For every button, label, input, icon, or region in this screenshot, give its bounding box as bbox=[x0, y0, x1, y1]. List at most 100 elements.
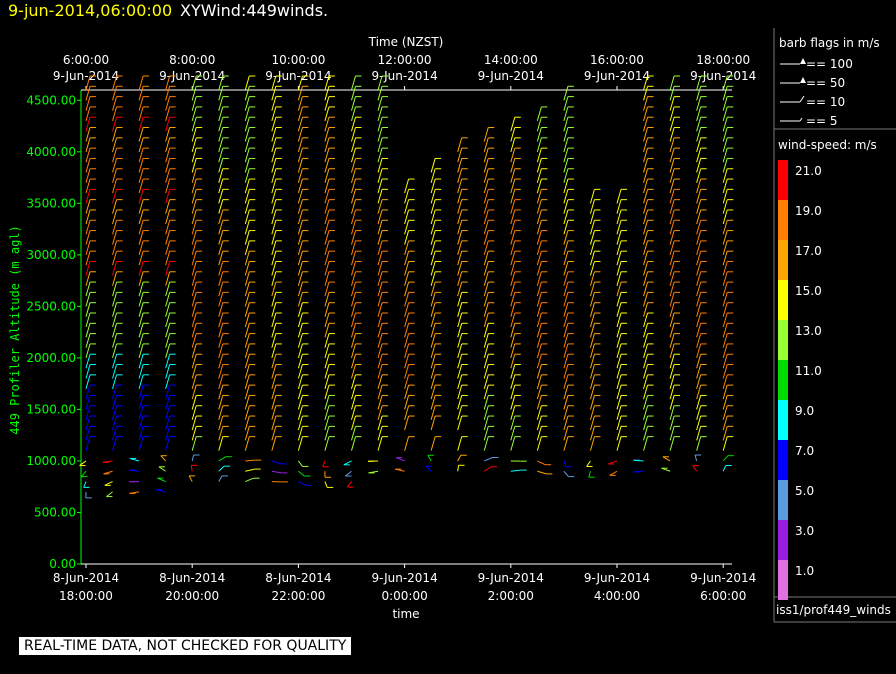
wind-barb bbox=[616, 436, 627, 451]
wind-barb bbox=[165, 260, 176, 276]
wind-barb bbox=[85, 312, 96, 328]
barb-shaft bbox=[404, 415, 410, 431]
barb-shaft bbox=[404, 405, 410, 420]
wind-barb bbox=[696, 353, 707, 369]
wind-barb bbox=[483, 178, 495, 194]
barb-shaft bbox=[457, 199, 463, 214]
barb-shaft bbox=[457, 281, 463, 297]
barb-shaft bbox=[218, 117, 224, 132]
barb-shaft bbox=[669, 292, 675, 307]
barb-shaft bbox=[722, 465, 727, 472]
barb-shaft bbox=[112, 302, 118, 317]
wind-barb bbox=[191, 454, 200, 462]
wind-barb bbox=[377, 291, 389, 307]
wind-barb bbox=[536, 384, 548, 400]
barb-shaft bbox=[297, 460, 303, 467]
barb-shaft bbox=[297, 209, 303, 225]
wind-barb bbox=[589, 199, 601, 214]
wind-barb bbox=[191, 271, 203, 286]
barb-shaft bbox=[669, 354, 675, 369]
wind-barb bbox=[483, 281, 495, 297]
y-tick-label: 3500.00 bbox=[26, 196, 76, 210]
barb-shaft bbox=[218, 415, 224, 431]
wind-barb bbox=[112, 75, 123, 91]
barb-shaft bbox=[404, 189, 410, 204]
barb-shaft bbox=[218, 426, 224, 441]
barb-shaft bbox=[483, 230, 489, 245]
barb-shaft bbox=[165, 189, 171, 204]
wind-barb bbox=[537, 470, 553, 475]
wind-barb bbox=[483, 312, 495, 328]
wind-barb bbox=[112, 394, 123, 410]
wind-barb bbox=[510, 147, 521, 163]
wind-barb bbox=[484, 457, 499, 462]
wind-barb bbox=[616, 405, 627, 420]
wind-barb bbox=[324, 312, 335, 328]
barb-shaft bbox=[616, 199, 622, 214]
barb-shaft bbox=[616, 312, 622, 328]
barb-shaft bbox=[191, 86, 197, 101]
barb-shaft bbox=[218, 323, 224, 338]
barb-shaft bbox=[112, 271, 118, 286]
barb-shaft bbox=[457, 251, 463, 266]
wind-barb bbox=[191, 178, 203, 194]
barb-shaft bbox=[536, 178, 542, 194]
barb-shaft bbox=[377, 189, 383, 204]
barb-shaft bbox=[271, 178, 277, 194]
wind-barb bbox=[271, 137, 282, 152]
barb-shaft bbox=[85, 86, 91, 101]
wind-barb bbox=[669, 271, 681, 286]
wind-barb bbox=[643, 291, 654, 307]
wind-barb bbox=[483, 374, 495, 389]
barb-shaft bbox=[643, 405, 649, 420]
barb-shaft bbox=[616, 302, 622, 317]
barb-shaft bbox=[218, 178, 224, 194]
wind-barb bbox=[510, 250, 521, 266]
wind-barb bbox=[244, 147, 256, 163]
wind-barb bbox=[85, 405, 96, 420]
wind-barb bbox=[589, 374, 601, 389]
barb-shaft bbox=[643, 426, 649, 441]
barb-shaft bbox=[297, 384, 303, 400]
barb-shaft bbox=[165, 292, 171, 307]
barb-shaft bbox=[377, 158, 383, 173]
wind-barb bbox=[510, 333, 521, 348]
wind-barb bbox=[165, 240, 176, 256]
wind-barb bbox=[696, 384, 707, 400]
barb-shaft bbox=[404, 281, 410, 297]
barb-shaft bbox=[324, 323, 330, 338]
wind-barb bbox=[457, 312, 468, 328]
wind-barb bbox=[563, 353, 574, 369]
barb-shaft bbox=[218, 475, 223, 482]
wind-barb bbox=[244, 343, 256, 359]
barb-shaft bbox=[351, 86, 356, 101]
barb-shaft bbox=[218, 209, 224, 225]
wind-barb bbox=[589, 353, 601, 369]
barb-shaft bbox=[188, 475, 193, 482]
wind-barb bbox=[510, 322, 521, 338]
barb-shaft bbox=[669, 137, 675, 152]
barb-shaft bbox=[457, 364, 463, 379]
bottom-axis-title: time bbox=[392, 607, 419, 621]
wind-barb bbox=[271, 178, 282, 194]
barb-shaft bbox=[297, 415, 303, 431]
wind-barb bbox=[156, 489, 166, 493]
barb-shaft bbox=[696, 106, 702, 122]
wind-barb bbox=[589, 250, 601, 266]
barb-shaft bbox=[643, 302, 649, 317]
wind-barb bbox=[324, 374, 335, 389]
wind-barb bbox=[669, 436, 681, 451]
barb-shaft bbox=[536, 106, 542, 122]
barb-shaft bbox=[244, 292, 250, 307]
wind-barb bbox=[536, 364, 548, 379]
wind-barb bbox=[112, 127, 123, 142]
barb-shaft bbox=[377, 199, 383, 214]
wind-barb bbox=[244, 240, 256, 256]
barb-shaft bbox=[536, 127, 542, 142]
wind-barb bbox=[244, 322, 256, 338]
wind-barb bbox=[85, 96, 96, 111]
barb-shaft bbox=[297, 333, 303, 348]
wind-barb bbox=[377, 436, 389, 451]
barb-shaft bbox=[510, 230, 516, 245]
barb-shaft bbox=[425, 465, 432, 472]
